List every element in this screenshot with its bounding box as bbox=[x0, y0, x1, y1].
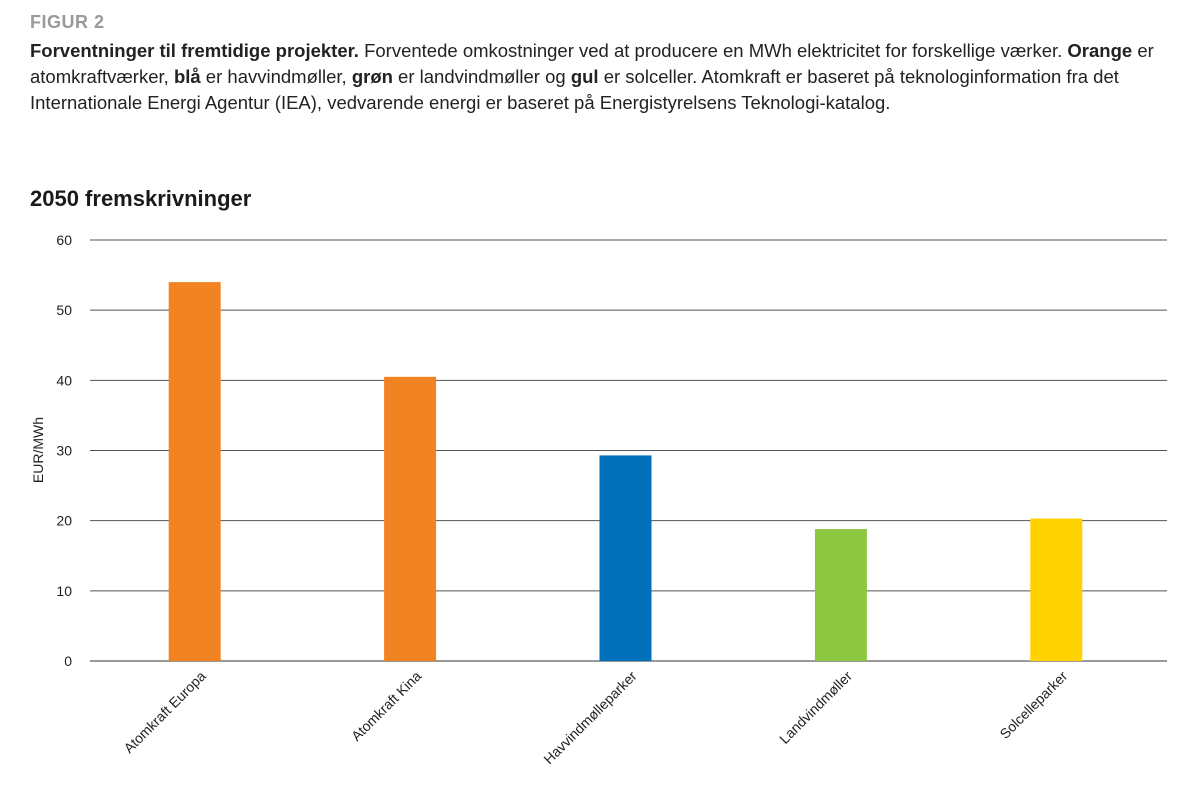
y-tick-label: 40 bbox=[56, 372, 72, 388]
caption-yellow-word: gul bbox=[570, 66, 599, 87]
bar-havvindmølleparker bbox=[599, 455, 652, 661]
caption-orange-word: Orange bbox=[1067, 40, 1133, 61]
y-tick-label: 20 bbox=[56, 513, 72, 529]
figure-label: FIGUR 2 bbox=[30, 12, 105, 32]
bar-solcelleparker bbox=[1030, 518, 1083, 661]
caption-text-3: er havvindmøller, bbox=[200, 66, 352, 87]
caption-green-word: grøn bbox=[351, 66, 393, 87]
bar-atomkraft-kina bbox=[384, 376, 437, 661]
x-category-label: Solcelleparker bbox=[996, 668, 1070, 742]
caption-blue-word: blå bbox=[173, 66, 201, 87]
caption-text-1: Forventede omkostninger ved at producere… bbox=[358, 40, 1068, 61]
caption-text-2: er atomkraftværker, bbox=[30, 40, 1154, 87]
caption-title: Forventninger til fremtidige projekter. bbox=[30, 40, 359, 61]
figure-caption: Forventninger til fremtidige projekter. … bbox=[30, 38, 1170, 116]
y-tick-label: 30 bbox=[56, 443, 72, 459]
x-category-label: Havvindmølleparker bbox=[540, 668, 640, 768]
y-tick-label: 10 bbox=[56, 583, 72, 599]
y-tick-label: 50 bbox=[56, 302, 72, 318]
x-category-labels: Atomkraft Europa Atomkraft Kina Havvindmøl… bbox=[120, 668, 1070, 768]
chart-title: 2050 fremskrivninger bbox=[30, 186, 252, 211]
x-category-label: Landvindmøller bbox=[776, 668, 855, 747]
caption-text-5: er solceller. Atomkraft er baseret på te… bbox=[30, 66, 1119, 113]
bar-landvindmøller bbox=[814, 529, 867, 661]
bar-atomkraft-europa bbox=[168, 282, 221, 661]
x-category-label: Atomkraft Kina bbox=[348, 668, 424, 744]
y-tick-label: 0 bbox=[64, 653, 72, 669]
bars bbox=[168, 282, 1083, 661]
y-tick-labels: 0 10 20 30 40 50 60 bbox=[56, 232, 72, 669]
caption-text-4: er landvindmøller og bbox=[392, 66, 571, 87]
y-tick-label: 60 bbox=[56, 232, 72, 248]
x-category-label: Atomkraft Europa bbox=[120, 668, 208, 756]
